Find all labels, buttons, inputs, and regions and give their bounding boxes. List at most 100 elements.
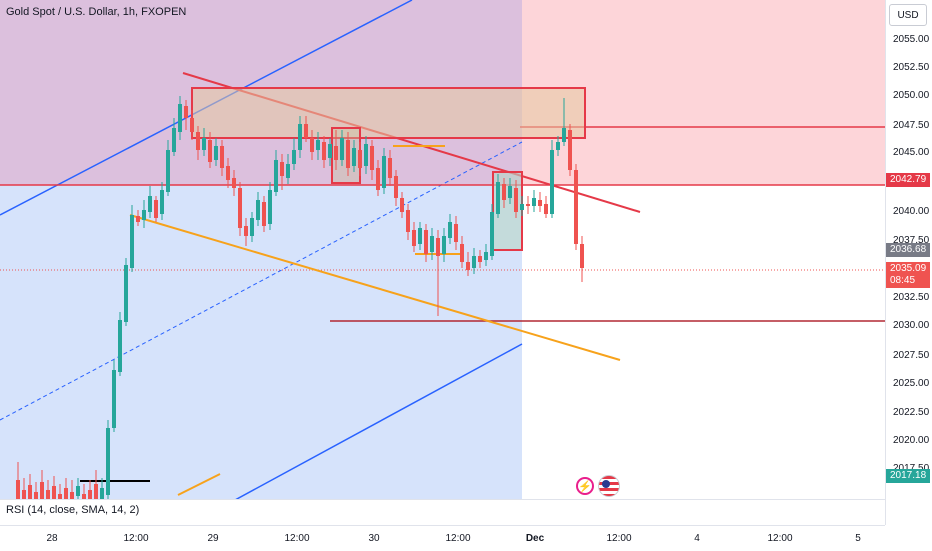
candle-body xyxy=(244,226,248,236)
time-label: 12:00 xyxy=(284,533,310,544)
orange-trendline xyxy=(129,214,621,361)
candle-body xyxy=(94,484,98,500)
candle-body xyxy=(172,128,176,152)
countdown-tag: 08:45 xyxy=(886,275,930,288)
candle-body xyxy=(226,166,230,180)
time-label: 28 xyxy=(46,533,58,544)
candle-body xyxy=(184,106,188,118)
price-label: 2040.00 xyxy=(893,206,930,217)
candle-body xyxy=(496,182,500,214)
candle-body xyxy=(28,485,32,500)
channel-lower-line xyxy=(234,343,523,500)
candle-body xyxy=(160,190,164,214)
time-label: 12:00 xyxy=(767,533,793,544)
pane-separator[interactable] xyxy=(0,499,885,500)
candle-body xyxy=(46,490,50,500)
candle-body xyxy=(442,236,446,254)
candle-body xyxy=(232,178,236,188)
candle-body xyxy=(280,162,284,176)
us-flag-icon[interactable] xyxy=(598,475,620,497)
candle-body xyxy=(502,184,506,200)
time-label: 5 xyxy=(855,533,861,544)
candle-body xyxy=(562,128,566,142)
price-label: 2045.00 xyxy=(893,147,930,158)
candle-body xyxy=(214,146,218,160)
candle-body xyxy=(286,164,290,178)
candle-body xyxy=(316,140,320,150)
candle-body xyxy=(508,186,512,198)
time-label: 30 xyxy=(368,533,380,544)
candle-body xyxy=(70,492,74,500)
rsi-indicator-label[interactable]: RSI (14, close, SMA, 14, 2) xyxy=(6,504,140,516)
price-label: 2032.50 xyxy=(893,292,930,303)
price-label: 2052.50 xyxy=(893,62,930,73)
candle-body xyxy=(130,215,134,268)
candle-body xyxy=(190,118,194,132)
candle-body xyxy=(250,218,254,236)
candle-body xyxy=(574,170,578,244)
time-label: 12:00 xyxy=(123,533,149,544)
candle-body xyxy=(340,138,344,160)
time-axis[interactable] xyxy=(0,525,885,551)
price-label: 2055.00 xyxy=(893,34,930,45)
candle-body xyxy=(436,238,440,256)
candle-body xyxy=(532,198,536,206)
candle-body xyxy=(154,200,158,218)
candle-body xyxy=(394,176,398,198)
candle-body xyxy=(454,224,458,242)
candle-body xyxy=(382,156,386,188)
candle-body xyxy=(478,256,482,262)
candle-body xyxy=(82,494,86,500)
price-label: 2022.50 xyxy=(893,407,930,418)
time-label: 12:00 xyxy=(606,533,632,544)
candle-body xyxy=(406,210,410,232)
orange-bottom-line xyxy=(177,473,221,496)
candle-body xyxy=(538,200,542,206)
candle-body xyxy=(352,148,356,166)
price-label: 2025.00 xyxy=(893,378,930,389)
candle-body xyxy=(268,190,272,224)
candle-body xyxy=(388,158,392,178)
lightning-icon[interactable]: ⚡ xyxy=(576,477,594,495)
currency-button[interactable]: USD xyxy=(889,4,927,26)
candle-body xyxy=(412,230,416,246)
price-label: 2030.00 xyxy=(893,320,930,331)
candle-body xyxy=(556,142,560,150)
candle-body xyxy=(220,146,224,168)
candle-body xyxy=(148,196,152,212)
candle-body xyxy=(112,370,116,428)
candle-body xyxy=(358,150,362,168)
candle-body xyxy=(430,236,434,252)
candle-body xyxy=(376,168,380,190)
candle-body xyxy=(22,490,26,500)
candle-body xyxy=(568,130,572,170)
price-label: 2050.00 xyxy=(893,90,930,101)
price-label: 2047.50 xyxy=(893,120,930,131)
candle-body xyxy=(544,204,548,214)
channel-mid-line xyxy=(0,141,523,421)
candle-body xyxy=(418,228,422,244)
candle-body xyxy=(52,486,56,500)
candle-body xyxy=(460,244,464,262)
candle-body xyxy=(118,320,122,372)
resistance-price-tag: 2042.79 xyxy=(886,173,930,187)
time-label: 29 xyxy=(207,533,219,544)
support-zone xyxy=(0,185,522,500)
symbol-title[interactable]: Gold Spot / U.S. Dollar, 1h, FXOPEN xyxy=(6,6,187,18)
low-price-tag: 2017.18 xyxy=(886,469,930,483)
time-label: 12:00 xyxy=(445,533,471,544)
price-label: 2037.50 xyxy=(893,235,930,246)
candle-body xyxy=(274,160,278,192)
candle-body xyxy=(520,204,524,210)
candle-body xyxy=(298,124,302,150)
candle-body xyxy=(238,188,242,228)
time-label: Dec xyxy=(525,533,545,544)
candle-body xyxy=(328,144,332,158)
candle-body xyxy=(208,140,212,162)
candle-body xyxy=(142,210,146,220)
candle-body xyxy=(40,482,44,500)
price-chart[interactable] xyxy=(0,0,885,500)
candle-body xyxy=(76,486,80,496)
candle-body xyxy=(100,488,104,500)
candle-body xyxy=(262,202,266,226)
